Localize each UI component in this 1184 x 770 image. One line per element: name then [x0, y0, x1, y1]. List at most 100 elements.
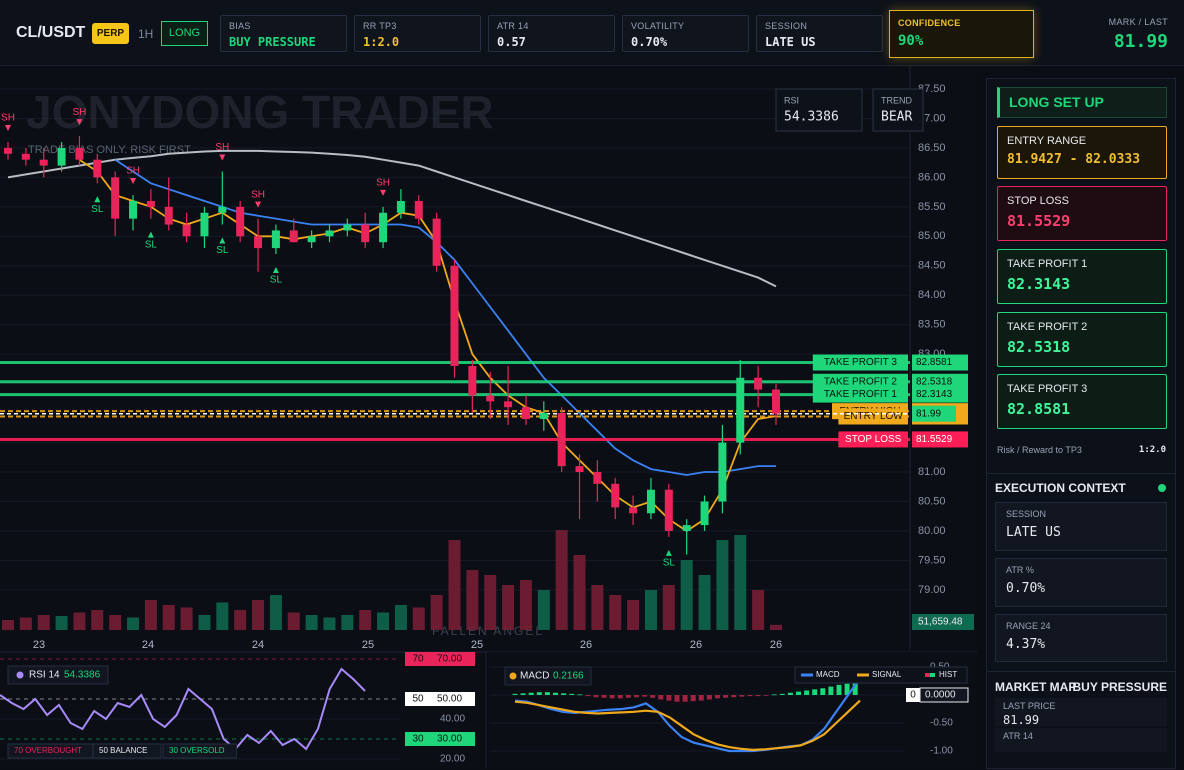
setup-title: LONG SET UP — [997, 87, 1167, 118]
level-price-tag — [912, 386, 968, 403]
overlay-label: TREND — [881, 95, 912, 105]
context-label: SESSION — [1006, 509, 1047, 519]
level-label: TAKE PROFIT 1 — [824, 389, 897, 400]
level-price: 82.8581 — [916, 357, 953, 368]
rsi-level-tag: 70 — [412, 654, 424, 665]
setup-value: 82.3143 — [1007, 275, 1071, 293]
map-value: BUY PRESSURE — [1072, 680, 1167, 694]
candle-body — [111, 177, 120, 219]
rsi-legend-item-box — [92, 743, 162, 759]
rsi-legend-item-box — [162, 743, 238, 759]
market-map: MARKET MAP BUY PRESSURE LAST PRICE 81.99 A… — [987, 671, 1175, 770]
macd-hist-bar — [528, 692, 534, 695]
setup-label: STOP LOSS — [1007, 195, 1069, 207]
swing-marker: SH — [126, 166, 140, 177]
setup-label: TAKE PROFIT 1 — [1007, 258, 1088, 270]
candle-body — [379, 212, 388, 243]
setup-value: 82.5318 — [1007, 338, 1071, 356]
x-tick-label: 25 — [362, 639, 374, 651]
candle-body — [468, 365, 477, 396]
macd-hist-bar — [601, 694, 607, 698]
swing-marker: SL — [663, 558, 676, 569]
stat-value: BUY PRESSURE — [229, 35, 316, 49]
macd-hist-bar — [690, 694, 696, 702]
macd-hist-bar — [804, 690, 810, 695]
volume-bar — [216, 602, 229, 630]
volume-bar — [37, 615, 50, 630]
context-card: SESSION LATE US — [995, 502, 1167, 551]
side-badge: LONG — [161, 21, 208, 46]
candle-body — [629, 507, 638, 514]
macd-hist-bar — [674, 694, 680, 702]
volume-bar — [537, 590, 550, 630]
macd-hist-bar — [650, 694, 656, 698]
setup-card: TAKE PROFIT 1 82.3143 — [997, 249, 1167, 304]
y-tick-label: 87.50 — [918, 83, 946, 95]
volume-bar — [162, 605, 175, 630]
macd-key-box — [794, 666, 968, 684]
candle-body — [164, 206, 173, 225]
macd-hist-bar — [698, 694, 704, 701]
volume-bar — [269, 595, 282, 630]
rr-value: 1:2.0 — [1138, 445, 1166, 455]
volume-tag — [912, 614, 974, 630]
volume-bar — [341, 615, 354, 630]
volume-bar — [519, 580, 532, 630]
candle-body — [75, 147, 84, 160]
candle-body — [754, 377, 763, 390]
context-label: RANGE 24 — [1006, 621, 1051, 631]
context-title: EXECUTION CONTEXT — [995, 481, 1126, 495]
level-label-box — [838, 408, 908, 425]
setup-value: 82.8581 — [1007, 400, 1071, 418]
level-price-tag — [912, 373, 968, 390]
swing-marker: SH — [1, 113, 15, 124]
overlay-box — [775, 88, 863, 132]
volume-bar — [644, 590, 657, 630]
level-label: TAKE PROFIT 2 — [824, 376, 897, 387]
x-tick-label: 23 — [33, 639, 45, 651]
rsi-level-tag-box — [405, 692, 431, 706]
macd-hist-bar — [569, 693, 575, 695]
macd-line — [514, 699, 861, 752]
macd-value: 0.2166 — [553, 671, 584, 682]
candle-body — [432, 218, 441, 266]
candle-body — [93, 159, 102, 178]
swing-arrow — [5, 125, 11, 132]
rsi-legend-item: 30 OVERSOLD — [169, 746, 225, 755]
rsi-level-tag: 50 — [412, 694, 424, 705]
y-tick-label: 79.50 — [918, 554, 946, 566]
candle-body — [21, 153, 30, 160]
candle-body — [289, 230, 298, 243]
swing-marker: SL — [216, 245, 229, 256]
swing-marker: SL — [91, 204, 104, 215]
macd-dot — [509, 672, 517, 680]
swing-arrow — [219, 154, 226, 161]
map-label: LAST PRICE — [1003, 701, 1056, 711]
y-tick-label: 85.50 — [918, 201, 946, 213]
candle-body — [254, 236, 263, 249]
macd-zero-tag-box — [906, 687, 920, 702]
y-tick-label: 80.00 — [918, 525, 946, 537]
rsi-line — [0, 667, 366, 751]
stat-label: VOLATILITY — [631, 21, 685, 31]
macd-hist-bar — [561, 693, 567, 695]
candle-body — [646, 489, 655, 514]
map-title: MARKET MAP — [995, 680, 1077, 694]
stat-value: 1:2.0 — [363, 35, 400, 49]
rsi-tick-box — [431, 652, 475, 666]
volume-bar — [412, 607, 425, 630]
volume-bar — [680, 560, 693, 630]
rsi-tick-label: 70.00 — [437, 654, 462, 665]
level-label: TAKE PROFIT 3 — [824, 357, 897, 368]
candle-body — [539, 413, 548, 420]
x-tick-label: 26 — [770, 639, 782, 651]
volume-bar — [484, 575, 497, 630]
stat-label: BIAS — [229, 21, 251, 31]
macd-hist-bar — [812, 689, 818, 695]
context-box: EXECUTION CONTEXT SESSION LATE US ATR % 0.7… — [987, 473, 1175, 663]
badge: PERP — [92, 23, 129, 44]
macd-tick-box — [919, 687, 969, 703]
candle-body — [57, 147, 66, 166]
watermark: JONYDONG TRADER — [26, 86, 494, 138]
